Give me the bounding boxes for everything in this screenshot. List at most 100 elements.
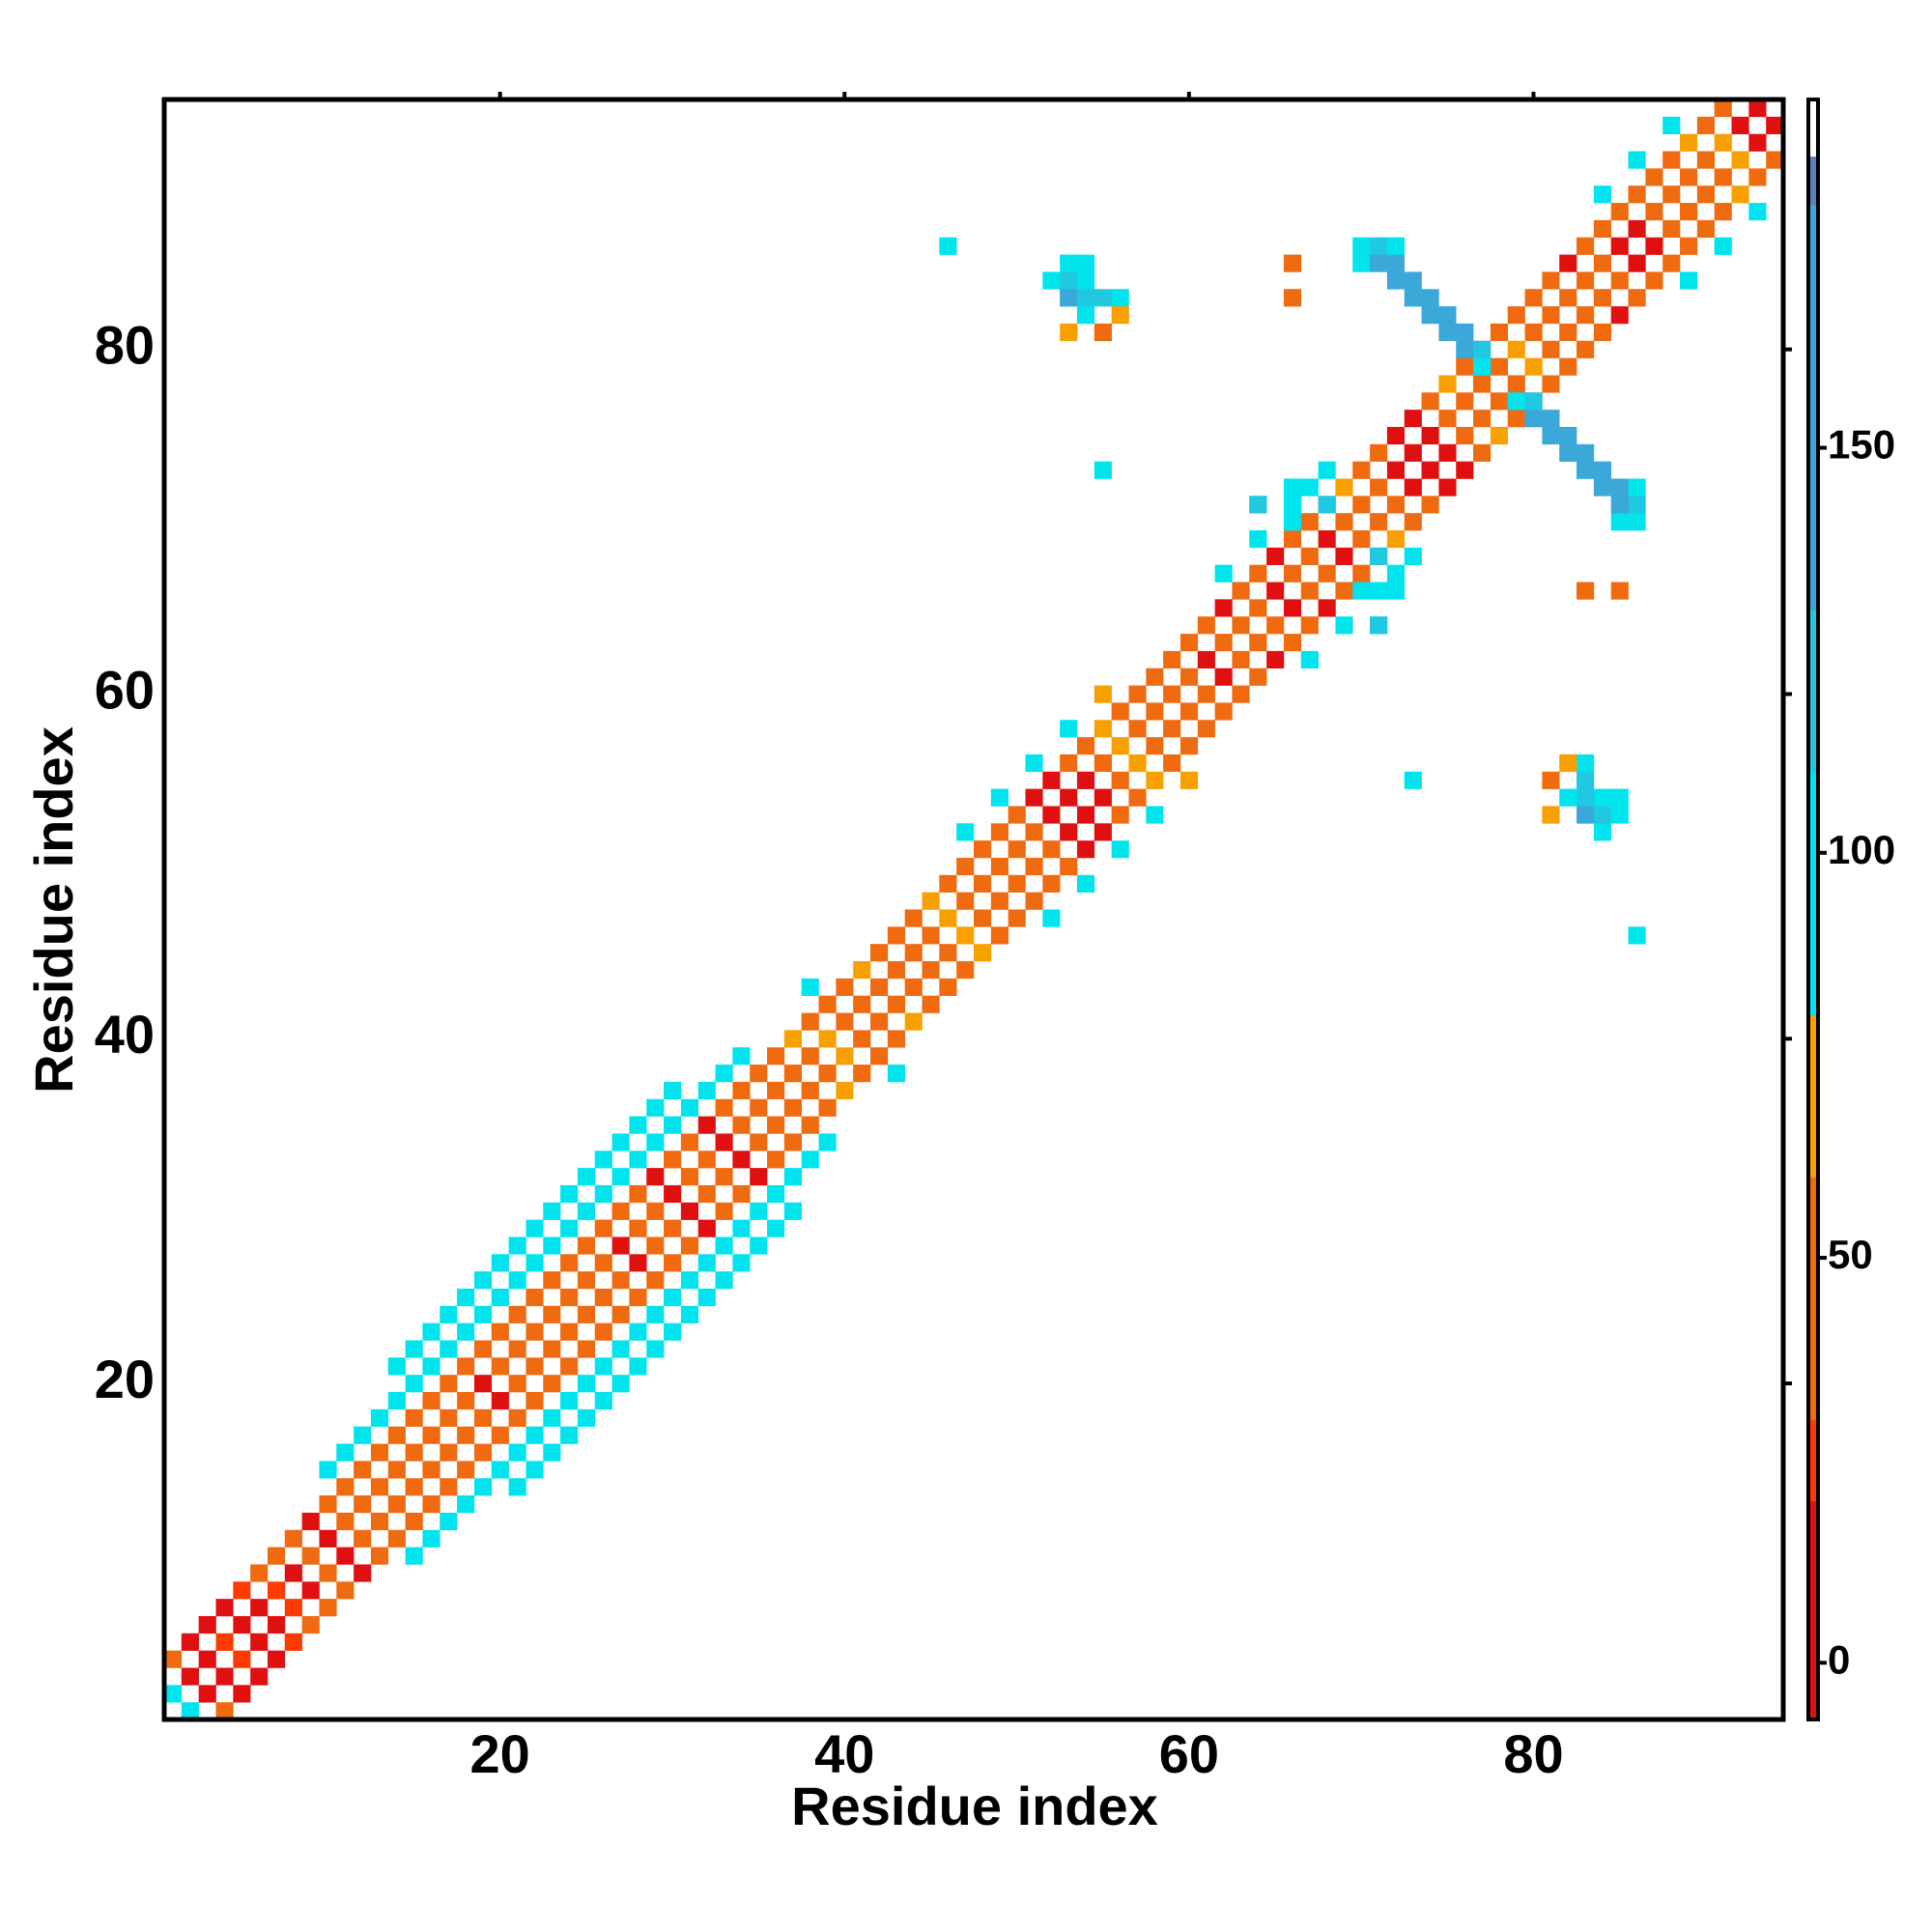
heatmap-cell [1386,271,1406,290]
heatmap-cell [1214,634,1233,652]
heatmap-cell [801,1151,819,1169]
heatmap-cell [473,1305,493,1323]
heatmap-cell [473,1408,493,1428]
heatmap-cell [1352,496,1371,514]
heatmap-cell [1060,823,1078,841]
heatmap-cell [1370,237,1388,255]
heatmap-cell [836,1012,854,1031]
heatmap-cell [783,1133,803,1151]
heatmap-cell [1680,237,1698,255]
heatmap-cell [1386,254,1406,272]
heatmap-cell [440,1375,458,1393]
heatmap-cell [1593,823,1612,841]
heatmap-cell [1490,426,1509,445]
heatmap-cell [1559,254,1577,272]
heatmap-cell [1421,461,1439,479]
heatmap-cell [405,1408,423,1428]
heatmap-cell [422,1392,440,1410]
heatmap-cell [990,788,1009,807]
heatmap-cell [1404,271,1422,290]
heatmap-cell [870,1047,889,1065]
heatmap-cell [526,1254,544,1272]
heatmap-cell [370,1443,389,1462]
heatmap-cell [818,1098,837,1117]
heatmap-cell [491,1322,509,1341]
heatmap-cell [1524,323,1543,342]
heatmap-cell [370,1478,389,1496]
heatmap-cell [1731,116,1749,134]
heatmap-cell [543,1340,561,1358]
heatmap-cell [491,1357,509,1376]
heatmap-cell [1283,599,1302,617]
heatmap-cell [543,1271,561,1290]
heatmap-cell [1577,753,1595,773]
heatmap-cell [1128,788,1147,807]
heatmap-cell [611,1202,630,1220]
heatmap-cell [387,1426,406,1444]
heatmap-cell [1300,582,1319,600]
heatmap-cell [750,1168,768,1186]
heatmap-cell [1318,564,1336,582]
heatmap-cell [1473,357,1492,376]
heatmap-cell [1404,289,1422,307]
heatmap-cell [405,1547,423,1565]
heatmap-cell [715,1271,733,1290]
heatmap-cell [836,1047,854,1065]
heatmap-cell [1060,788,1078,807]
heatmap-cell [1628,219,1646,239]
heatmap-cell [1179,634,1199,652]
heatmap-cell [560,1288,579,1307]
heatmap-cell [284,1564,302,1582]
heatmap-cell [594,1254,612,1272]
heatmap-cell [1731,151,1749,169]
heatmap-cell [1404,478,1422,497]
heatmap-cell [1680,203,1698,221]
heatmap-cell [783,1202,803,1220]
heatmap-cell [1214,702,1233,721]
heatmap-cell [1680,271,1698,290]
heatmap-cell [1645,271,1663,290]
heatmap-cell [215,1702,234,1720]
heatmap-cell [629,1254,647,1272]
heatmap-cell [1559,357,1577,376]
heatmap-cell [1042,909,1061,927]
heatmap-cell [818,995,837,1013]
heatmap-cell [1456,357,1474,376]
heatmap-cell [336,1581,355,1600]
heatmap-cell [939,944,957,962]
heatmap-cell [1610,203,1629,221]
heatmap-cell [801,1116,819,1134]
heatmap-cell [1662,116,1681,134]
heatmap-cell [370,1547,389,1565]
heatmap-cell [508,1305,526,1323]
heatmap-cell [301,1615,320,1634]
heatmap-cell [560,1254,579,1272]
heatmap-cell [1042,271,1061,290]
heatmap-cell [1421,426,1439,445]
heatmap-cell [1163,720,1181,738]
heatmap-cell [594,1288,612,1307]
heatmap-cell [1025,892,1043,910]
heatmap-cell [1025,823,1043,841]
heatmap-cell [1524,410,1543,428]
heatmap-cell [646,1271,665,1290]
heatmap-cell [1249,496,1267,514]
heatmap-cell [1593,806,1612,824]
heatmap-cell [440,1305,458,1323]
heatmap-cell [1146,668,1164,686]
heatmap-cell [853,1030,871,1048]
heatmap-cell [646,1202,665,1220]
heatmap-cell [1559,426,1577,445]
heatmap-cell [1438,323,1457,342]
heatmap-cell [611,1340,630,1358]
heatmap-cell [301,1512,320,1531]
heatmap-cell [1645,168,1663,186]
heatmap-cell [904,944,923,962]
heatmap-cell [680,1133,699,1151]
heatmap-cell [405,1340,423,1358]
heatmap-cell [560,1219,579,1237]
heatmap-cell [508,1375,526,1393]
heatmap-cell [697,1288,716,1307]
heatmap-cell [543,1443,561,1462]
x-tick-label: 20 [470,1723,530,1784]
